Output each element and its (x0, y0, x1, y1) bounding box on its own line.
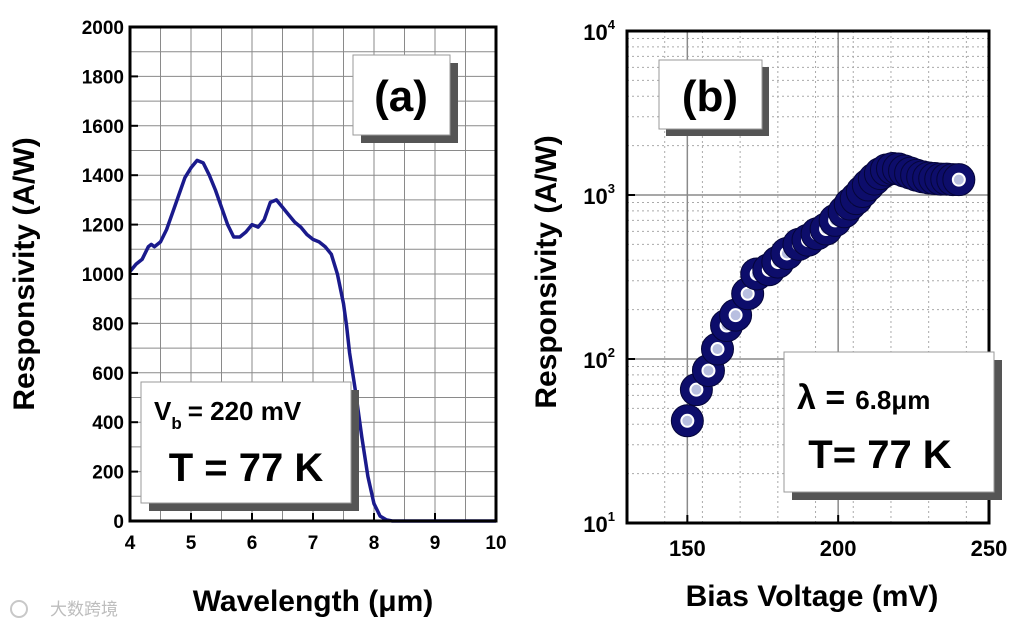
panel-a-y-tick-label: 800 (92, 314, 124, 335)
panel-a-y-tick-label: 400 (92, 413, 124, 434)
panel-a-x-tick-label: 5 (186, 533, 197, 554)
panel-a-y-tick-label: 1000 (82, 265, 124, 286)
panel-b-tag: (b) (682, 72, 738, 121)
panel-a-y-tick-label: 1800 (82, 67, 124, 88)
panel-a-x-tick-label: 4 (125, 533, 136, 554)
panel-b-data-point (942, 163, 976, 197)
panel-a-annotation-box (140, 381, 352, 504)
panel-a-chart: 4 5 6 7 8 9 10 0 200 400 600 800 1000 1200 1400 1600 180… (8, 18, 507, 618)
panel-b-y-tick-label: 103 (583, 181, 615, 209)
panel-b-data-points (670, 152, 976, 438)
panel-a-ticks: 4 5 6 7 8 9 10 0 200 400 600 800 1000 1200 1400 1600 180… (82, 18, 507, 554)
panel-a-x-tick-label: 10 (485, 533, 506, 554)
wavelength-annotation: λ = 6.8μm (797, 379, 930, 417)
panel-b-x-tick-label: 200 (820, 536, 857, 561)
panel-a-y-tick-label: 1200 (82, 216, 124, 237)
panel-a-y-axis-label: Responsivity (A/W) (8, 137, 41, 410)
panel-b-y-axis-label: Responsivity (A/W) (530, 135, 563, 408)
watermark: 大数跨境 (10, 600, 118, 620)
panel-b-chart: 150 200 250 101 102 103 104 (b) λ = 6.8μm T= 77… (530, 17, 1007, 613)
panel-b-frame (625, 29, 991, 525)
panel-a-x-axis-label: Wavelength (μm) (193, 585, 434, 618)
panel-b-x-axis-label: Bias Voltage (mV) (686, 580, 939, 613)
panel-a-responsivity-curve (128, 158, 496, 523)
panel-b-annotation-box (783, 351, 995, 493)
panel-b-tag-box (658, 59, 763, 130)
panel-a-x-tick-label: 6 (247, 533, 258, 554)
panel-a-y-tick-label: 200 (92, 463, 124, 484)
panel-a-frame (128, 25, 498, 523)
panel-b-x-tick-label: 150 (669, 536, 706, 561)
panel-a-x-tick-label: 9 (430, 533, 441, 554)
panel-a-y-tick-label: 2000 (82, 18, 124, 39)
panel-b-data-point (670, 404, 704, 438)
watermark-text: 大数跨境 (50, 600, 118, 620)
panel-a-y-tick-label: 1400 (82, 166, 124, 187)
watermark-logo-icon (10, 600, 28, 618)
bias-voltage-annotation: Vb = 220 mV (154, 396, 302, 433)
panel-b-temperature-annotation: T= 77 K (808, 433, 952, 477)
panel-a-y-tick-label: 600 (92, 364, 124, 385)
panel-b-ticks: 150 200 250 101 102 103 104 (583, 17, 1007, 561)
panel-a-y-tick-label: 0 (113, 512, 124, 533)
panel-b-y-tick-label: 102 (583, 345, 615, 373)
panel-b-x-tick-label: 250 (971, 536, 1008, 561)
panel-a-x-tick-label: 8 (369, 533, 380, 554)
panel-a-temperature-annotation: T = 77 K (169, 446, 324, 490)
panel-a-tag-box (352, 54, 451, 136)
panel-b-y-tick-label: 104 (583, 17, 615, 45)
panel-b-y-tick-label: 101 (583, 509, 615, 537)
panel-a-x-tick-label: 7 (308, 533, 319, 554)
panel-a-y-tick-label: 1600 (82, 117, 124, 138)
panel-a-tag: (a) (374, 72, 428, 121)
